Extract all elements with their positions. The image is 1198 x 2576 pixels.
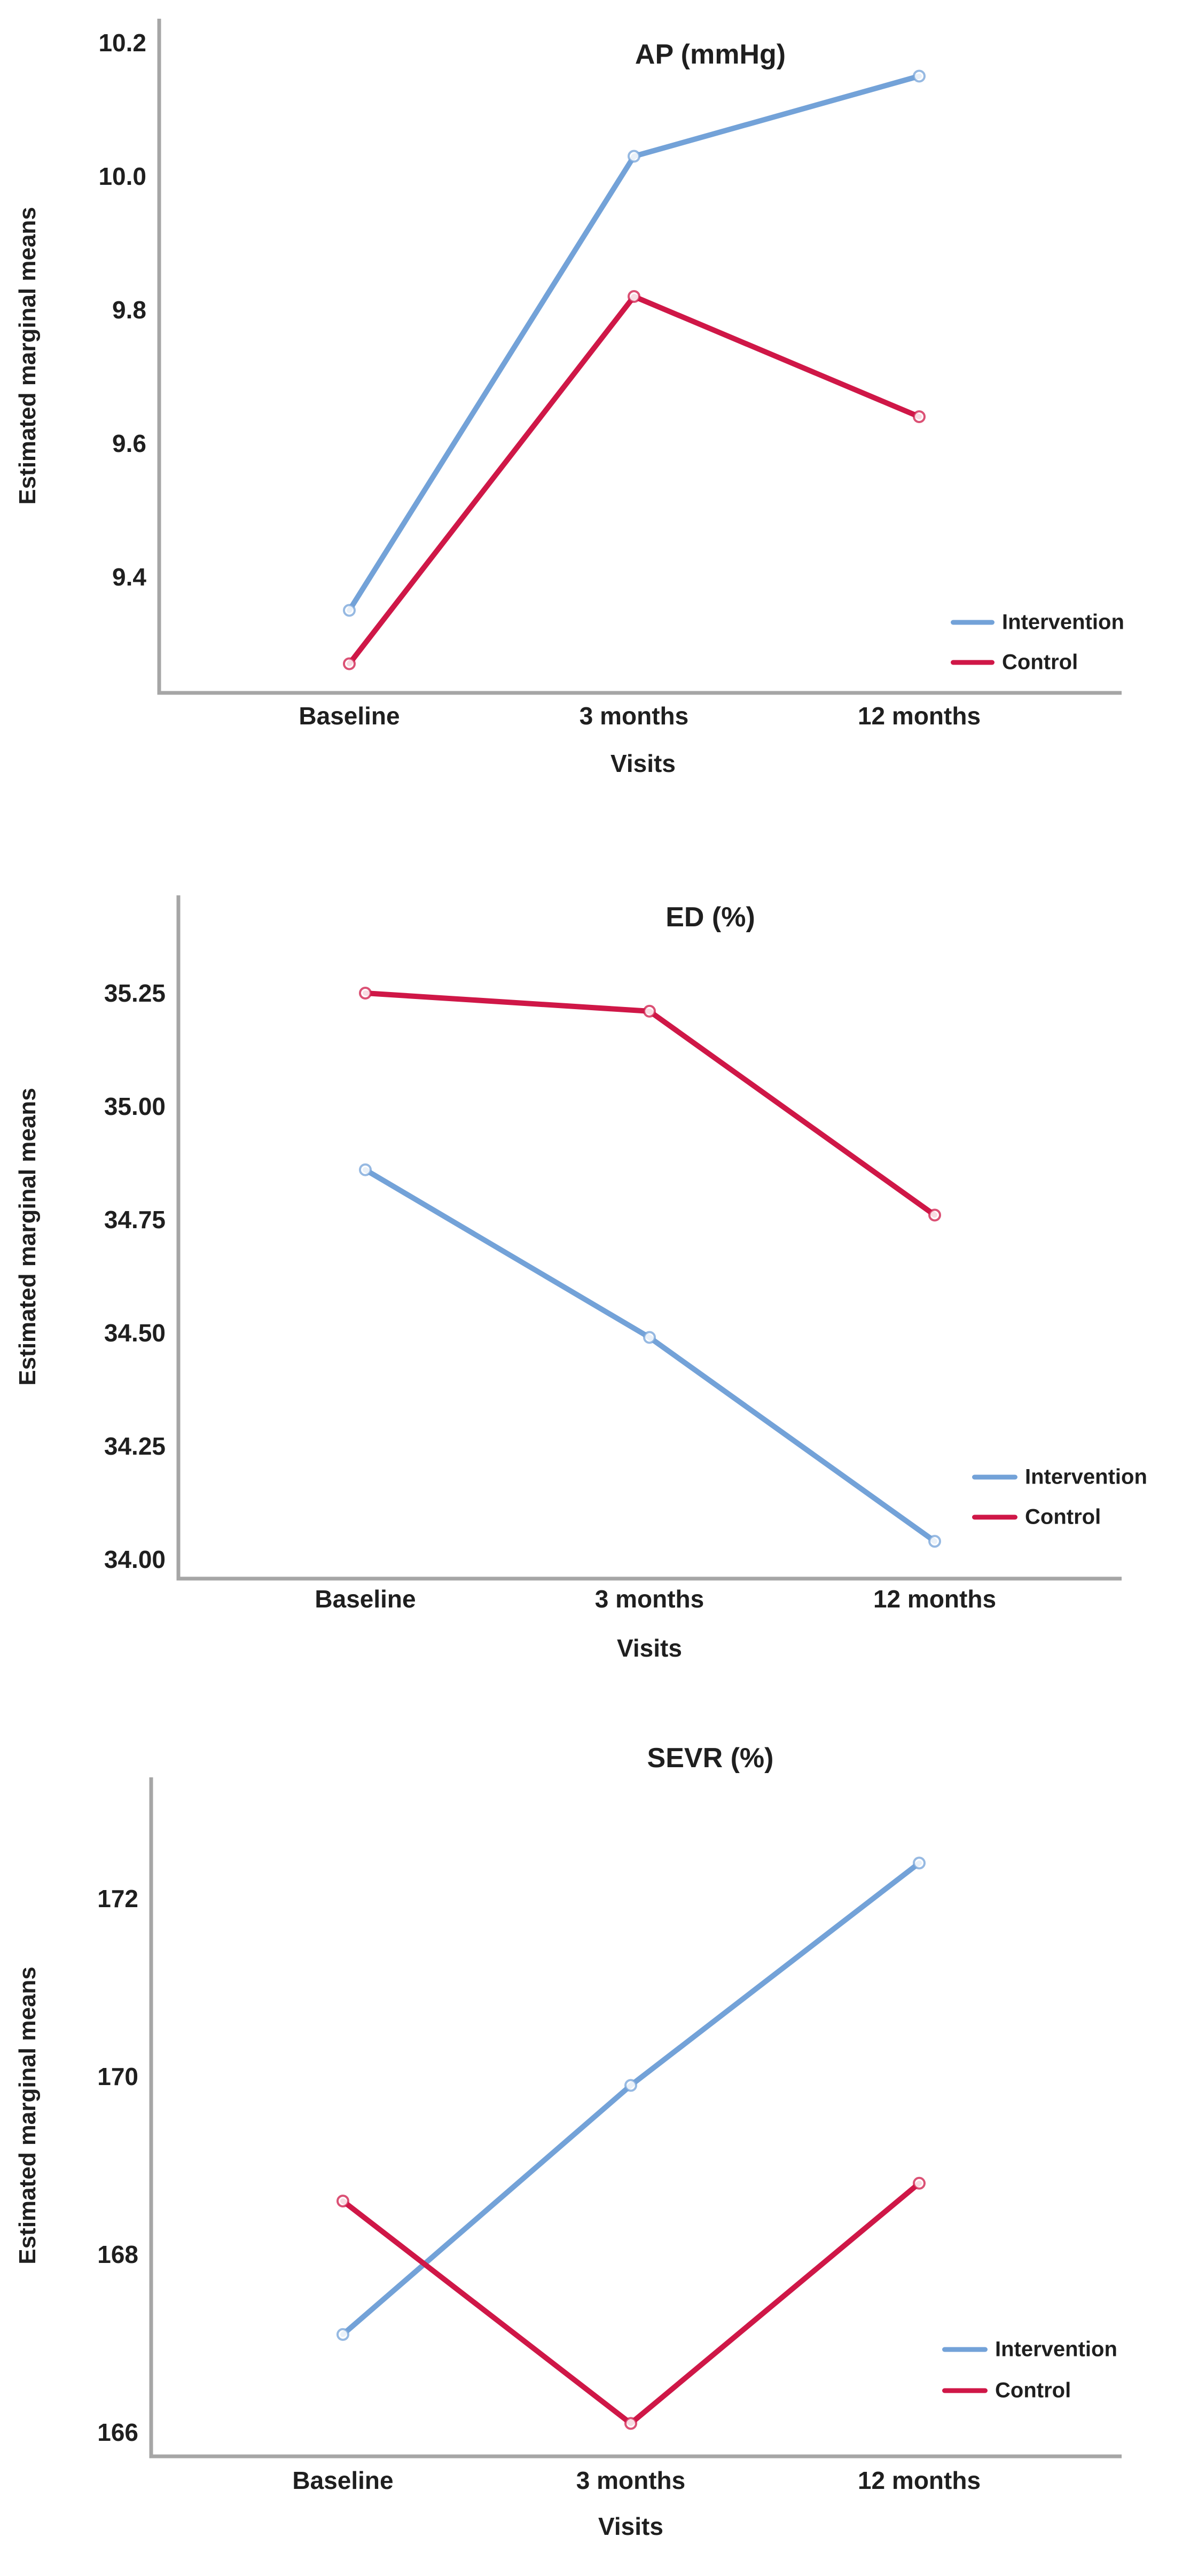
chart1-y-axis-title: Estimated marginal means [14,207,41,505]
chart1-marker-intervention-12-months [913,69,926,83]
intervention-legend-swatch [951,620,995,625]
chart1-x-tick-label-12-months: 12 months [857,702,981,730]
chart2-x-axis-title: Visits [617,1634,682,1662]
chart2-y-tick-label: 34.75 [104,1206,166,1234]
chart3-legend-item-intervention: Intervention [942,2338,1117,2362]
chart2-y-tick-label: 34.00 [104,1545,166,1573]
control-legend-swatch [951,660,995,665]
chart3-line-intervention [340,1860,922,2337]
chart3-y-tick-label: 170 [97,2063,138,2090]
chart3-legend-item-control: Control [942,2379,1071,2403]
chart2-axis-lines [176,895,1122,1581]
chart3-x-axis-title: Visits [598,2512,663,2540]
chart3-x-tick-label-3-months: 3 months [576,2466,686,2494]
chart2-line-control [363,990,937,1218]
chart3-marker-intervention-12-months [913,1856,926,1870]
intervention-legend-label: Intervention [1025,1465,1147,1489]
control-legend-swatch [942,2388,988,2393]
chart3-title: SEVR (%) [647,1743,774,1774]
chart1-y-tick-label: 9.4 [112,563,146,591]
chart3-y-tick-label: 172 [97,1885,138,1913]
control-legend-swatch [972,1515,1017,1520]
control-legend-label: Control [995,2378,1071,2402]
chart2-y-axis-title: Estimated marginal means [14,1088,41,1386]
chart3-marker-control-12-months [913,2176,926,2190]
chart2-line-intervention [363,1167,937,1544]
chart3-y-axis-title: Estimated marginal means [14,1966,41,2265]
chart3-x-tick-label-baseline: Baseline [292,2466,394,2494]
chart3-y-tick-label: 168 [97,2241,138,2268]
chart1-x-axis-title: Visits [610,750,676,777]
intervention-legend-label: Intervention [995,2337,1117,2361]
chart3-marker-intervention-baseline [336,2328,349,2341]
intervention-legend-swatch [942,2347,988,2352]
chart2-marker-control-3-months [643,1004,656,1018]
chart1-axis-lines [157,19,1122,695]
intervention-legend-swatch [972,1474,1017,1480]
chart2-marker-control-12-months [928,1208,941,1222]
control-legend-label: Control [1025,1505,1101,1529]
chart1-x-tick-label-baseline: Baseline [299,702,400,730]
chart2-marker-intervention-3-months [643,1331,656,1344]
chart2-y-tick-label: 34.50 [104,1319,166,1347]
chart1-legend-item-intervention: Intervention [951,611,1124,635]
chart3-line-control [340,2180,922,2426]
chart1-y-tick-label: 9.8 [112,296,146,324]
chart1-marker-control-3-months [628,290,640,303]
chart2-y-tick-label: 34.25 [104,1432,166,1460]
chart1-line-control [347,294,922,667]
chart3-marker-control-baseline [336,2195,349,2208]
chart2-y-tick-label: 35.25 [104,979,166,1007]
chart2-title: ED (%) [665,902,755,933]
chart1-legend-item-control: Control [951,651,1078,675]
chart3-axis-lines [149,1777,1122,2458]
chart2-x-tick-label-12-months: 12 months [873,1585,997,1613]
chart1-y-tick-label: 10.0 [98,162,146,190]
chart1-marker-intervention-3-months [628,150,640,163]
chart2-legend-item-control: Control [972,1505,1101,1529]
chart3-y-tick-label: 166 [97,2418,138,2446]
chart3-x-tick-label-12-months: 12 months [857,2466,981,2494]
chart2-y-tick-label: 35.00 [104,1092,166,1120]
chart1-marker-control-baseline [343,657,356,670]
chart2-marker-intervention-12-months [928,1535,941,1548]
chart1-title: AP (mmHg) [635,39,786,70]
chart1-y-tick-label: 10.2 [98,29,146,57]
chart1-marker-control-12-months [913,410,926,423]
chart3-marker-intervention-3-months [624,2079,637,2092]
chart2-marker-intervention-baseline [359,1163,372,1176]
chart1-y-tick-label: 9.6 [112,430,146,457]
chart2-x-tick-label-3-months: 3 months [594,1585,704,1613]
control-legend-label: Control [1002,650,1078,674]
intervention-legend-label: Intervention [1002,610,1124,634]
chart2-x-tick-label-baseline: Baseline [315,1585,416,1613]
chart1-x-tick-label-3-months: 3 months [579,702,689,730]
chart2-legend-item-intervention: Intervention [972,1465,1147,1489]
chart2-marker-control-baseline [359,987,372,1000]
chart1-marker-intervention-baseline [343,604,356,617]
chart3-marker-control-3-months [624,2417,637,2430]
